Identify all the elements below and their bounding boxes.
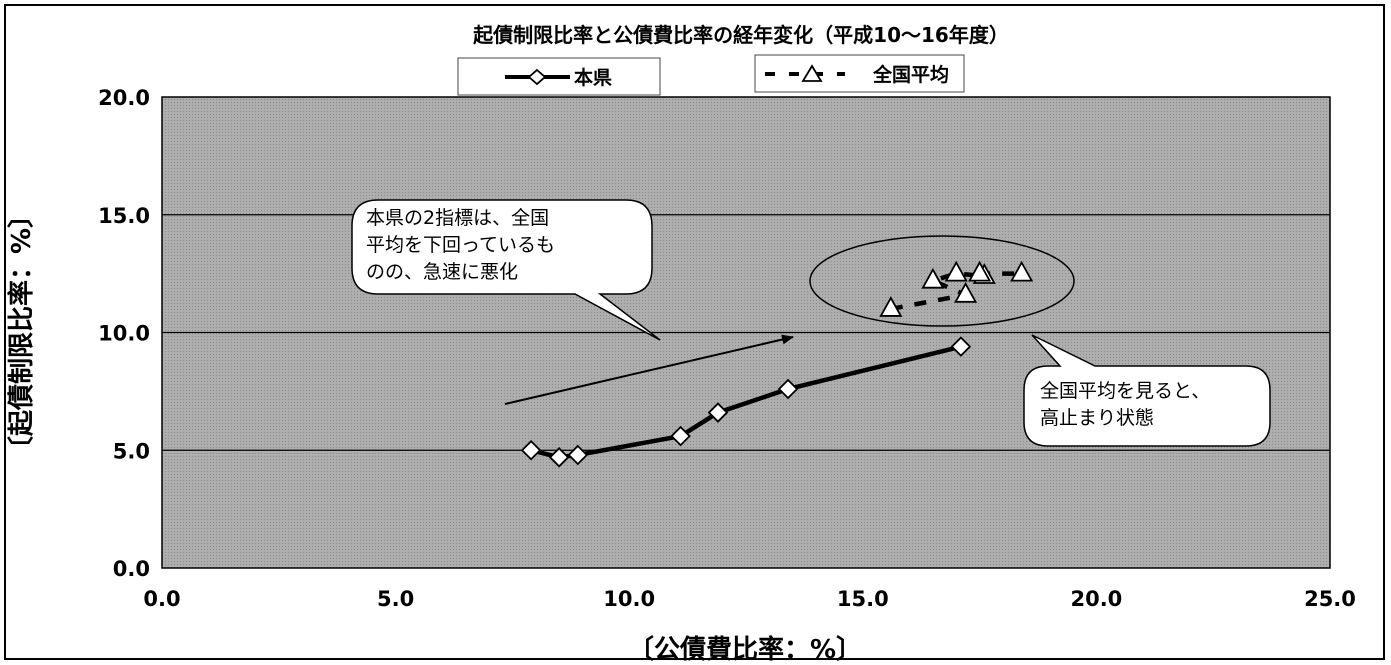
x-tick-label-5: 25.0 <box>1304 587 1356 611</box>
highlight-ellipse <box>809 235 1075 327</box>
x-tick-label-3: 15.0 <box>837 587 889 611</box>
series-1-point-5 <box>968 260 992 282</box>
series-0-point-1 <box>548 447 570 468</box>
callout-bubble-1 <box>351 199 661 341</box>
series-1-point-2 <box>921 267 945 289</box>
y-tick-label-4: 20.0 <box>98 86 150 110</box>
legend-marker-diamond <box>527 68 547 86</box>
x-tick-labels: 0.0 5.0 10.0 15.0 20.0 25.0 <box>143 587 1356 611</box>
y-axis-title: 〔起債制限比率：%〕 <box>6 202 37 462</box>
series-0-point-2 <box>567 444 589 466</box>
series-1-point-3 <box>944 260 968 282</box>
series-0-point-5 <box>777 378 799 400</box>
series-1-point-1 <box>954 281 978 303</box>
series-0-point-3 <box>670 425 691 447</box>
callout-text-2: 全国平均を見ると、 高止まり状態 <box>1040 380 1211 429</box>
series-0-point-4 <box>707 402 729 423</box>
callout-text-1: 本県の2指標は、全国 平均を下回っているも のの、急速に悪化 <box>366 207 556 283</box>
x-tick-label-2: 10.0 <box>603 587 655 611</box>
x-axis-title: 〔公債費比率：%〕 <box>628 634 862 665</box>
x-tick-label-0: 0.0 <box>143 587 180 611</box>
chart-title: 起債制限比率と公債費比率の経年変化（平成10～16年度） <box>472 23 1009 47</box>
legend-marker-triangle <box>801 64 823 82</box>
series-layer <box>520 260 1034 468</box>
y-tick-label-0: 0.0 <box>113 557 150 581</box>
trend-arrow <box>504 334 794 405</box>
y-tick-label-1: 5.0 <box>113 439 150 463</box>
y-tick-label-3: 15.0 <box>98 204 150 228</box>
y-tick-labels: 0.0 5.0 10.0 15.0 20.0 <box>98 86 150 581</box>
series-1-point-0 <box>879 296 903 317</box>
series-1-point-6 <box>1010 260 1034 282</box>
x-tick-label-1: 5.0 <box>377 587 414 611</box>
series-0-point-6 <box>950 336 972 357</box>
series-0-point-0 <box>520 439 542 461</box>
legend-label-2: 全国平均 <box>872 63 949 86</box>
callout-bubble-2 <box>1023 334 1271 447</box>
x-tick-label-4: 20.0 <box>1070 587 1122 611</box>
legend-label-1: 本県 <box>574 66 612 89</box>
legend: 本県 全国平均 <box>457 54 965 96</box>
y-tick-label-2: 10.0 <box>98 322 150 346</box>
